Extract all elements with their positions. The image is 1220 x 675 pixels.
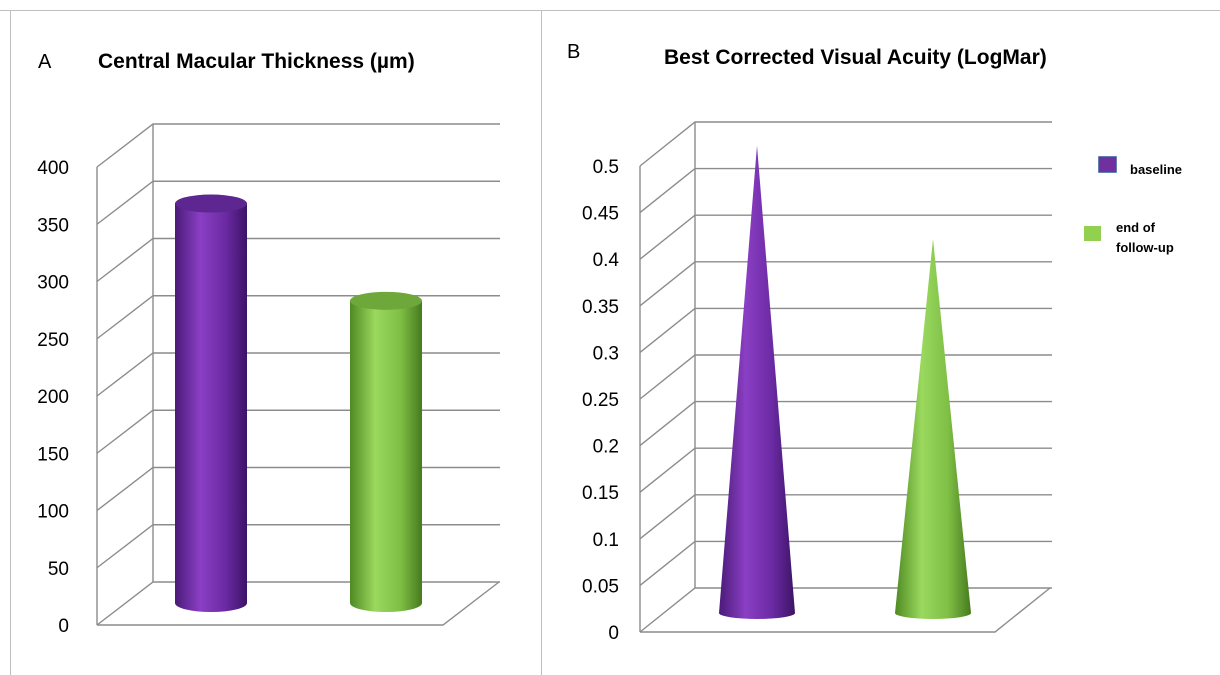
panel-a-letter: A: [38, 51, 52, 73]
chart-b-gridline: [639, 261, 1052, 307]
chart-a-gridline: [96, 409, 500, 454]
chart-a-bar-body: [350, 300, 422, 612]
chart-a-gridline: [96, 123, 500, 168]
chart-a-y-tick-label: 100: [37, 502, 69, 523]
chart-b-y-tick-label: 0.25: [582, 390, 619, 411]
chart-a-y-tick-label: 200: [37, 387, 69, 408]
chart-b-gridline: [639, 540, 1052, 586]
chart-b-floor-edge: [640, 587, 1051, 633]
legend-label-baseline: baseline: [1130, 162, 1182, 177]
chart-a-y-tick-label: 350: [37, 215, 69, 236]
chart-b-y-tick-label: 0.35: [582, 297, 619, 318]
chart-b-y-tick-label: 0.4: [593, 250, 620, 271]
chart-b-y-tick-label: 0: [608, 623, 619, 644]
panel-frames: [0, 10, 1220, 675]
legend-swatch-end-of-follow-up: [1084, 226, 1101, 241]
chart-b-cone-body: [895, 238, 971, 619]
chart-b-gridline: [639, 307, 1052, 353]
chart-b-gridline: [639, 447, 1052, 493]
chart-b-y-tick-label: 0.5: [593, 157, 619, 178]
chart-a-bar-body: [175, 203, 247, 612]
chart-a-gridline: [96, 352, 500, 397]
chart-b-cones: [719, 145, 971, 619]
panel-a: A Central Macular Thickness (µm) 0 50 100 1…: [37, 50, 500, 637]
chart-a-floor-edge: [97, 581, 500, 626]
legend-swatch-baseline: [1098, 156, 1117, 173]
chart-b-gridline: [639, 214, 1052, 260]
chart-b-y-ticks: 0 0.05 0.1 0.15 0.2 0.25 0.3 0.35 0.4 0.45 0.5: [582, 157, 619, 644]
chart-b-gridline: [639, 167, 1052, 214]
chart-a-gridline: [96, 466, 500, 512]
chart-b-y-tick-label: 0.05: [582, 576, 619, 597]
legend: baseline end of follow-up: [1084, 156, 1182, 255]
panel-b: B Best Corrected Visual Acuity (LogMar) …: [567, 41, 1052, 644]
chart-a-gridline: [96, 237, 500, 283]
chart-a-title: Central Macular Thickness (µm): [98, 50, 415, 73]
chart-a-gridline: [96, 524, 500, 569]
chart-b-gridline: [639, 494, 1052, 540]
chart-a-bars: [175, 194, 422, 612]
chart-b-gridline: [639, 354, 1052, 400]
chart-a-bar: [175, 194, 247, 612]
chart-a-y-tick-label: 150: [37, 444, 69, 465]
legend-label-end-of-follow-up-line1: end of: [1116, 220, 1156, 235]
chart-a-y-tick-label: 250: [37, 330, 69, 351]
chart-a-gridline: [96, 581, 500, 626]
legend-label-end-of-follow-up-line2: follow-up: [1116, 240, 1174, 255]
chart-b-gridline: [639, 587, 1052, 633]
chart-a-bar-top: [175, 194, 247, 213]
chart-a-gridlines: [96, 123, 500, 626]
chart-a-gridline: [96, 180, 500, 225]
chart-b-cone: [719, 145, 795, 619]
chart-a-gridline: [96, 295, 500, 340]
chart-b-gridline: [639, 400, 1052, 447]
chart-b-cone-body: [719, 145, 795, 619]
chart-a-y-tick-label: 50: [48, 559, 69, 580]
chart-b-y-tick-label: 0.3: [593, 343, 619, 364]
chart-b-gridline: [639, 121, 1052, 167]
chart-b-title: Best Corrected Visual Acuity (LogMar): [664, 46, 1047, 69]
chart-b-gridlines: [639, 121, 1052, 633]
chart-b-y-tick-label: 0.1: [593, 530, 619, 551]
chart-b-y-tick-label: 0.2: [593, 437, 619, 458]
chart-a-y-ticks: 0 50 100 150 200 250 300 350 400: [37, 158, 69, 637]
chart-b-y-tick-label: 0.45: [582, 204, 619, 225]
panel-b-letter: B: [567, 41, 580, 63]
chart-a-y-tick-label: 0: [58, 616, 69, 637]
chart-a-bar: [350, 291, 422, 612]
chart-b-y-tick-label: 0.15: [582, 483, 619, 504]
chart-a-y-tick-label: 400: [37, 158, 69, 179]
chart-a-y-tick-label: 300: [37, 273, 69, 294]
chart-a-bar-top: [350, 291, 422, 310]
chart-b-cone: [895, 238, 971, 619]
